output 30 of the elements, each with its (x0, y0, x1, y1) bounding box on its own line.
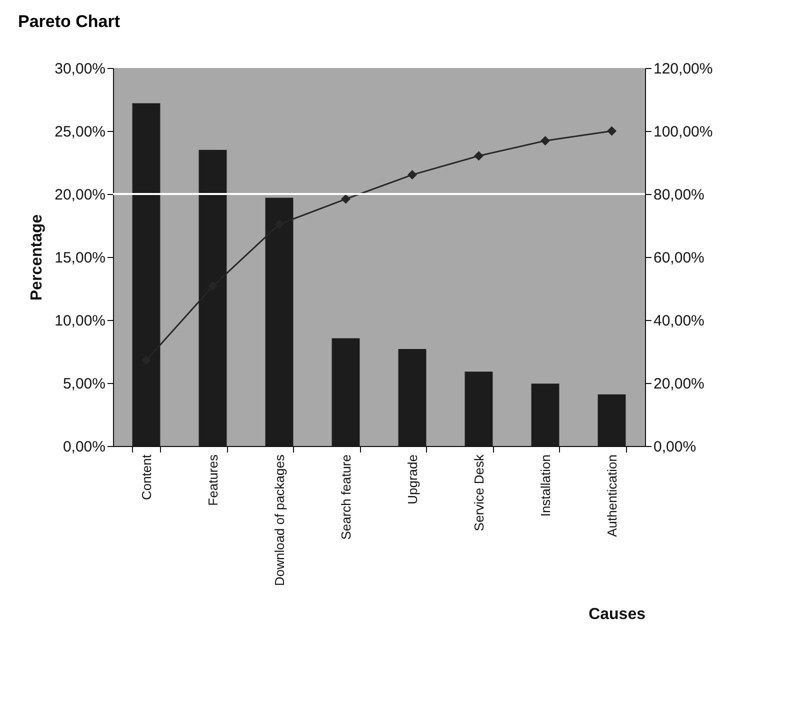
y-tick-label: 0,00% (62, 438, 106, 456)
x-tick-label: Download of packages (272, 454, 287, 586)
x-tick-label: Authentication (604, 454, 620, 537)
y2-tick-label: 60,00% (654, 250, 704, 266)
point (607, 126, 616, 136)
x-tick-label: Installation (538, 454, 553, 517)
x-tick-label: Upgrade (404, 454, 420, 504)
y-tick-label: 15,00% (54, 250, 106, 266)
y-tick-label: 25,00% (54, 124, 106, 140)
y2-tick-label: 40,00% (654, 312, 704, 330)
y-tick-label: 30,00% (54, 60, 106, 78)
y-tick-label: 20,00% (54, 186, 106, 204)
x-tick-label: Features (205, 454, 220, 506)
y-tick-label: 5,00% (62, 376, 106, 392)
point (474, 151, 484, 161)
y2-tick-label: 100,00% (654, 124, 713, 140)
y2-tick-label: 20,00% (654, 376, 704, 392)
y-axis-title: Percentage (28, 214, 46, 301)
y2-tick-label: 80,00% (654, 186, 704, 204)
point (408, 170, 417, 180)
point (341, 194, 350, 204)
x-axis-title: Causes (588, 606, 646, 624)
x-tick-label: Search feature (338, 454, 354, 540)
point (540, 136, 550, 146)
x-tick-label: Service Desk (471, 454, 486, 532)
y2-tick-label: 0,00% (654, 438, 696, 456)
y-tick-label: 10,00% (54, 312, 106, 330)
chart-title: Pareto Chart (18, 12, 120, 31)
y2-tick-label: 120,00% (654, 60, 713, 78)
x-tick-label: Content (138, 454, 154, 500)
